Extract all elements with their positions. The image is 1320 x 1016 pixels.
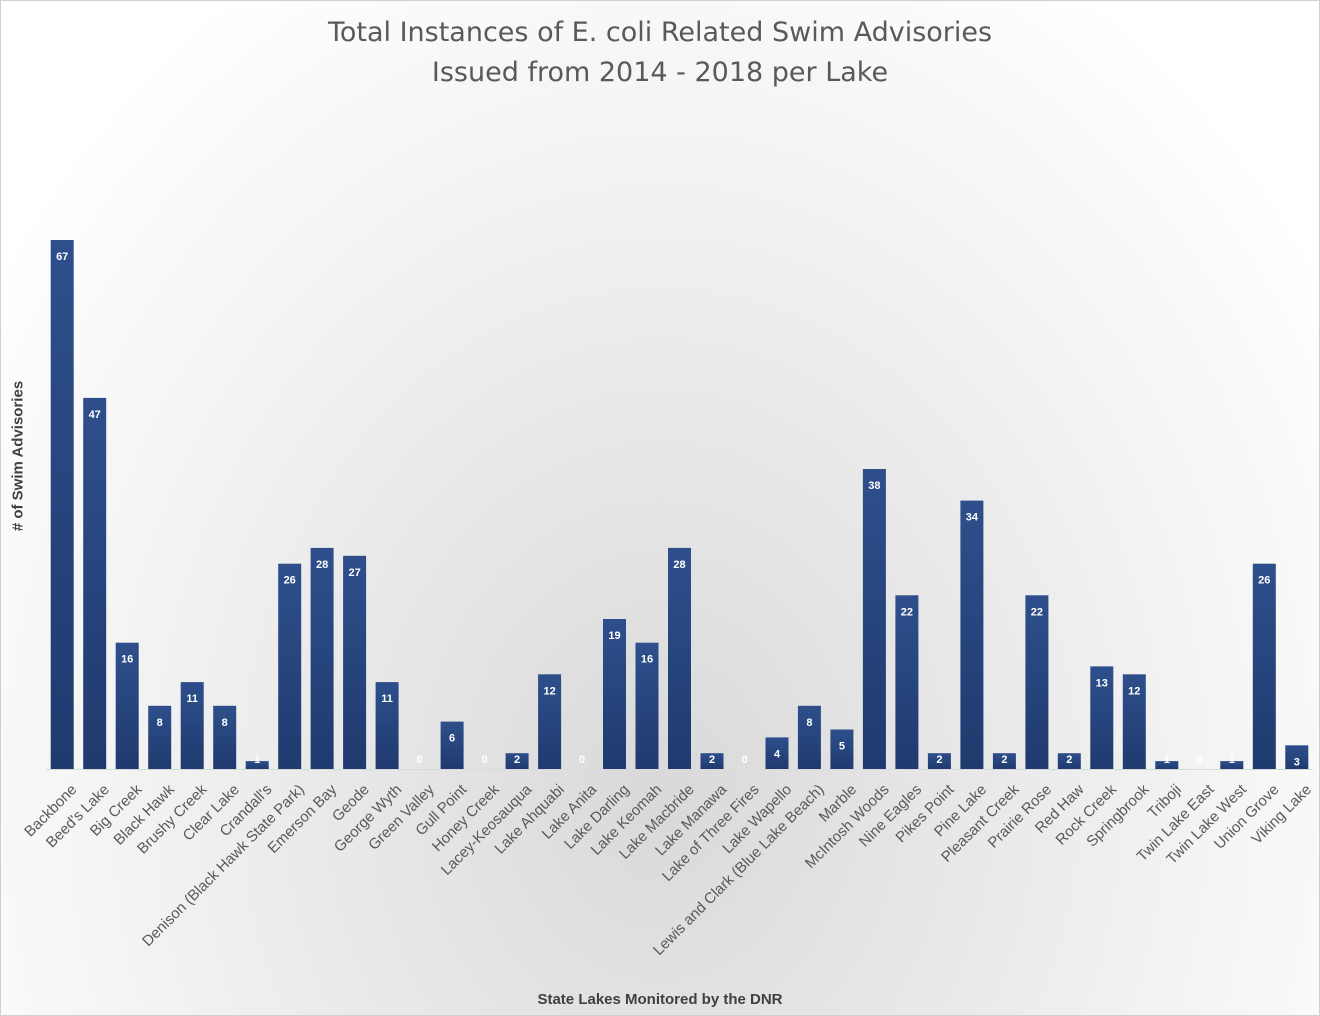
data-label: 8: [806, 717, 812, 729]
data-label: 26: [284, 575, 296, 587]
bar: [180, 682, 204, 769]
bar: [927, 753, 951, 769]
bar: [1090, 666, 1114, 769]
chart-title-line-1: Total Instances of E. coli Related Swim …: [327, 17, 993, 48]
bar: [830, 729, 854, 769]
data-label: 67: [56, 251, 68, 263]
data-label: 3: [1294, 756, 1300, 768]
x-axis-label: State Lakes Monitored by the DNR: [537, 991, 783, 1008]
data-label: 1: [1164, 754, 1170, 766]
bar: [278, 563, 302, 769]
bar: [310, 547, 334, 769]
bar: [895, 595, 919, 769]
data-label: 2: [1066, 754, 1072, 766]
bar: [440, 721, 464, 769]
data-label: 0: [579, 754, 585, 766]
data-label: 12: [1128, 685, 1140, 697]
bar: [83, 397, 107, 769]
data-label: 13: [1096, 677, 1108, 689]
bar: [245, 761, 269, 769]
bar: [1285, 745, 1309, 769]
data-label: 5: [839, 741, 845, 753]
bar: [797, 705, 821, 769]
data-label: 28: [316, 559, 328, 571]
bar: [700, 753, 724, 769]
bar: [992, 753, 1016, 769]
chart-title-line-2: Issued from 2014 - 2018 per Lake: [431, 57, 889, 88]
data-label: 22: [901, 606, 913, 618]
data-label: 12: [543, 685, 555, 697]
data-label: 0: [482, 754, 488, 766]
bar: [765, 737, 789, 769]
data-label: 27: [348, 567, 360, 579]
data-label: 1: [1229, 754, 1235, 766]
bar: [343, 555, 367, 769]
bar: [213, 705, 237, 769]
data-label: 16: [641, 654, 653, 666]
data-label: 26: [1258, 575, 1270, 587]
bar: [1025, 595, 1049, 769]
bar: [148, 705, 172, 769]
data-label: 6: [449, 733, 455, 745]
data-label: 2: [709, 754, 715, 766]
data-label: 2: [1001, 754, 1007, 766]
data-label: 8: [157, 717, 163, 729]
bar: [1155, 761, 1179, 769]
data-label: 4: [774, 748, 781, 760]
data-label: 28: [673, 559, 685, 571]
data-label: 0: [417, 754, 423, 766]
data-label: 1: [254, 754, 260, 766]
data-label: 2: [514, 754, 520, 766]
data-label: 11: [381, 693, 393, 705]
bar: [862, 469, 886, 769]
data-label: 22: [1031, 606, 1043, 618]
bar: [668, 547, 691, 769]
bar: [505, 753, 529, 769]
data-label: 0: [741, 754, 747, 766]
bar: [635, 642, 659, 769]
bar: [1122, 674, 1146, 769]
bar: [1220, 761, 1244, 769]
bar: [1057, 753, 1081, 769]
bar: [115, 642, 139, 769]
bar: [50, 240, 74, 769]
data-label: 0: [1196, 754, 1202, 766]
bar: [1252, 563, 1276, 769]
bar: [603, 619, 626, 769]
data-label: 8: [222, 717, 228, 729]
data-label: 16: [121, 654, 133, 666]
data-label: 38: [868, 480, 880, 492]
data-label: 34: [966, 512, 979, 524]
bar: [375, 682, 399, 769]
chart-title: Total Instances of E. coli Related Swim …: [1, 13, 1319, 93]
data-label: 47: [89, 409, 101, 421]
bar: [960, 500, 984, 769]
bar: [538, 674, 562, 769]
data-label: 11: [186, 693, 198, 705]
data-label: 19: [608, 630, 620, 642]
data-label: 2: [936, 754, 942, 766]
